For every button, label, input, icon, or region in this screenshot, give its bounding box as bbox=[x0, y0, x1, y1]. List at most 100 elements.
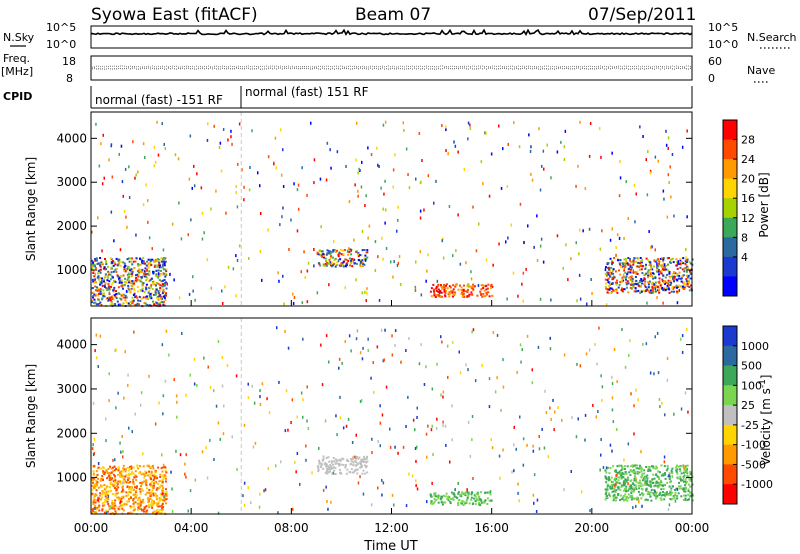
echo-cell bbox=[653, 372, 655, 376]
echo-cell bbox=[130, 486, 133, 489]
echo-cell bbox=[174, 153, 177, 157]
echo-cell bbox=[157, 290, 160, 293]
echo-cell bbox=[482, 284, 485, 287]
echo-cell bbox=[147, 498, 150, 501]
echo-cell bbox=[136, 286, 139, 288]
echo-cell bbox=[687, 475, 690, 478]
echo-cell bbox=[625, 283, 628, 286]
echo-cell bbox=[137, 275, 140, 278]
echo-cell bbox=[108, 285, 110, 289]
echo-cell bbox=[164, 493, 167, 496]
echo-cell bbox=[640, 470, 643, 473]
echo-cell bbox=[103, 176, 105, 180]
echo-cell bbox=[628, 486, 631, 489]
echo-cell bbox=[606, 486, 609, 489]
echo-cell bbox=[680, 261, 683, 263]
echo-cell bbox=[637, 481, 640, 484]
echo-cell bbox=[485, 291, 488, 294]
echo-cell bbox=[640, 450, 642, 454]
echo-cell bbox=[115, 297, 118, 300]
echo-cell bbox=[500, 186, 503, 190]
echo-cell bbox=[676, 263, 679, 265]
echo-cell bbox=[609, 443, 612, 447]
echo-cell bbox=[635, 488, 638, 490]
echo-cell bbox=[242, 494, 244, 498]
echo-cell bbox=[640, 290, 643, 293]
echo-cell bbox=[458, 350, 460, 354]
echo-cell bbox=[592, 403, 594, 407]
echo-cell bbox=[659, 257, 662, 260]
echo-cell bbox=[666, 284, 669, 287]
echo-cell bbox=[105, 468, 108, 471]
colorbar-tick-label: -500 bbox=[741, 458, 766, 471]
echo-cell bbox=[522, 463, 525, 467]
echo-cell bbox=[110, 296, 113, 299]
echo-cell bbox=[616, 233, 619, 237]
echo-cell bbox=[344, 258, 347, 261]
echo-cell bbox=[403, 128, 405, 132]
echo-cell bbox=[619, 281, 622, 284]
echo-cell bbox=[684, 260, 687, 263]
echo-cell bbox=[345, 258, 348, 261]
echo-cell bbox=[104, 495, 107, 498]
echo-cell bbox=[235, 294, 237, 298]
echo-cell bbox=[653, 283, 656, 286]
echo-cell bbox=[336, 150, 339, 154]
echo-cell bbox=[136, 464, 139, 467]
echo-cell bbox=[201, 211, 204, 215]
echo-cell bbox=[492, 331, 495, 335]
echo-cell bbox=[259, 492, 261, 496]
echo-cell bbox=[458, 284, 461, 287]
echo-cell bbox=[685, 259, 688, 262]
echo-cell bbox=[450, 491, 453, 494]
echo-cell bbox=[360, 185, 363, 189]
echo-cell bbox=[391, 493, 394, 497]
echo-cell bbox=[366, 460, 369, 463]
colorbar-tick-label: 16 bbox=[741, 192, 755, 205]
echo-cell bbox=[654, 277, 657, 279]
echo-cell bbox=[361, 460, 364, 463]
echo-cell bbox=[119, 501, 121, 505]
echo-cell bbox=[101, 298, 103, 301]
echo-cell bbox=[95, 333, 98, 337]
echo-cell bbox=[116, 274, 119, 277]
colorbar-swatch bbox=[723, 237, 737, 258]
echo-cell bbox=[113, 502, 116, 505]
echo-cell bbox=[114, 281, 117, 283]
echo-cell bbox=[171, 222, 174, 226]
echo-cell bbox=[91, 287, 94, 290]
echo-cell bbox=[147, 262, 150, 266]
echo-cell bbox=[101, 490, 104, 493]
echo-cell bbox=[119, 470, 122, 474]
echo-cell bbox=[158, 266, 161, 269]
echo-cell bbox=[139, 506, 141, 510]
echo-cell bbox=[470, 493, 473, 496]
echo-cell bbox=[162, 263, 164, 267]
echo-cell bbox=[552, 398, 554, 402]
echo-cell bbox=[121, 180, 124, 184]
echo-cell bbox=[385, 385, 388, 389]
echo-cell bbox=[109, 278, 112, 281]
echo-cell bbox=[124, 299, 127, 302]
echo-cell bbox=[144, 482, 147, 485]
echo-cell bbox=[319, 264, 322, 267]
echo-cell bbox=[550, 176, 552, 180]
echo-cell bbox=[338, 264, 341, 267]
echo-cell bbox=[100, 282, 103, 285]
echo-cell bbox=[159, 473, 162, 476]
echo-cell bbox=[159, 287, 162, 289]
echo-cell bbox=[317, 465, 319, 468]
echo-cell bbox=[669, 258, 672, 261]
echo-cell bbox=[122, 302, 125, 305]
x-tick-label: 00:00 bbox=[675, 521, 710, 535]
echo-cell bbox=[645, 257, 648, 260]
echo-cell bbox=[153, 475, 156, 478]
echo-cell bbox=[624, 471, 627, 473]
echo-cell bbox=[442, 237, 444, 241]
echo-cell bbox=[633, 487, 635, 490]
echo-cell bbox=[103, 492, 106, 495]
echo-cell bbox=[684, 490, 687, 493]
echo-cell bbox=[122, 495, 125, 498]
echo-cell bbox=[610, 272, 613, 274]
